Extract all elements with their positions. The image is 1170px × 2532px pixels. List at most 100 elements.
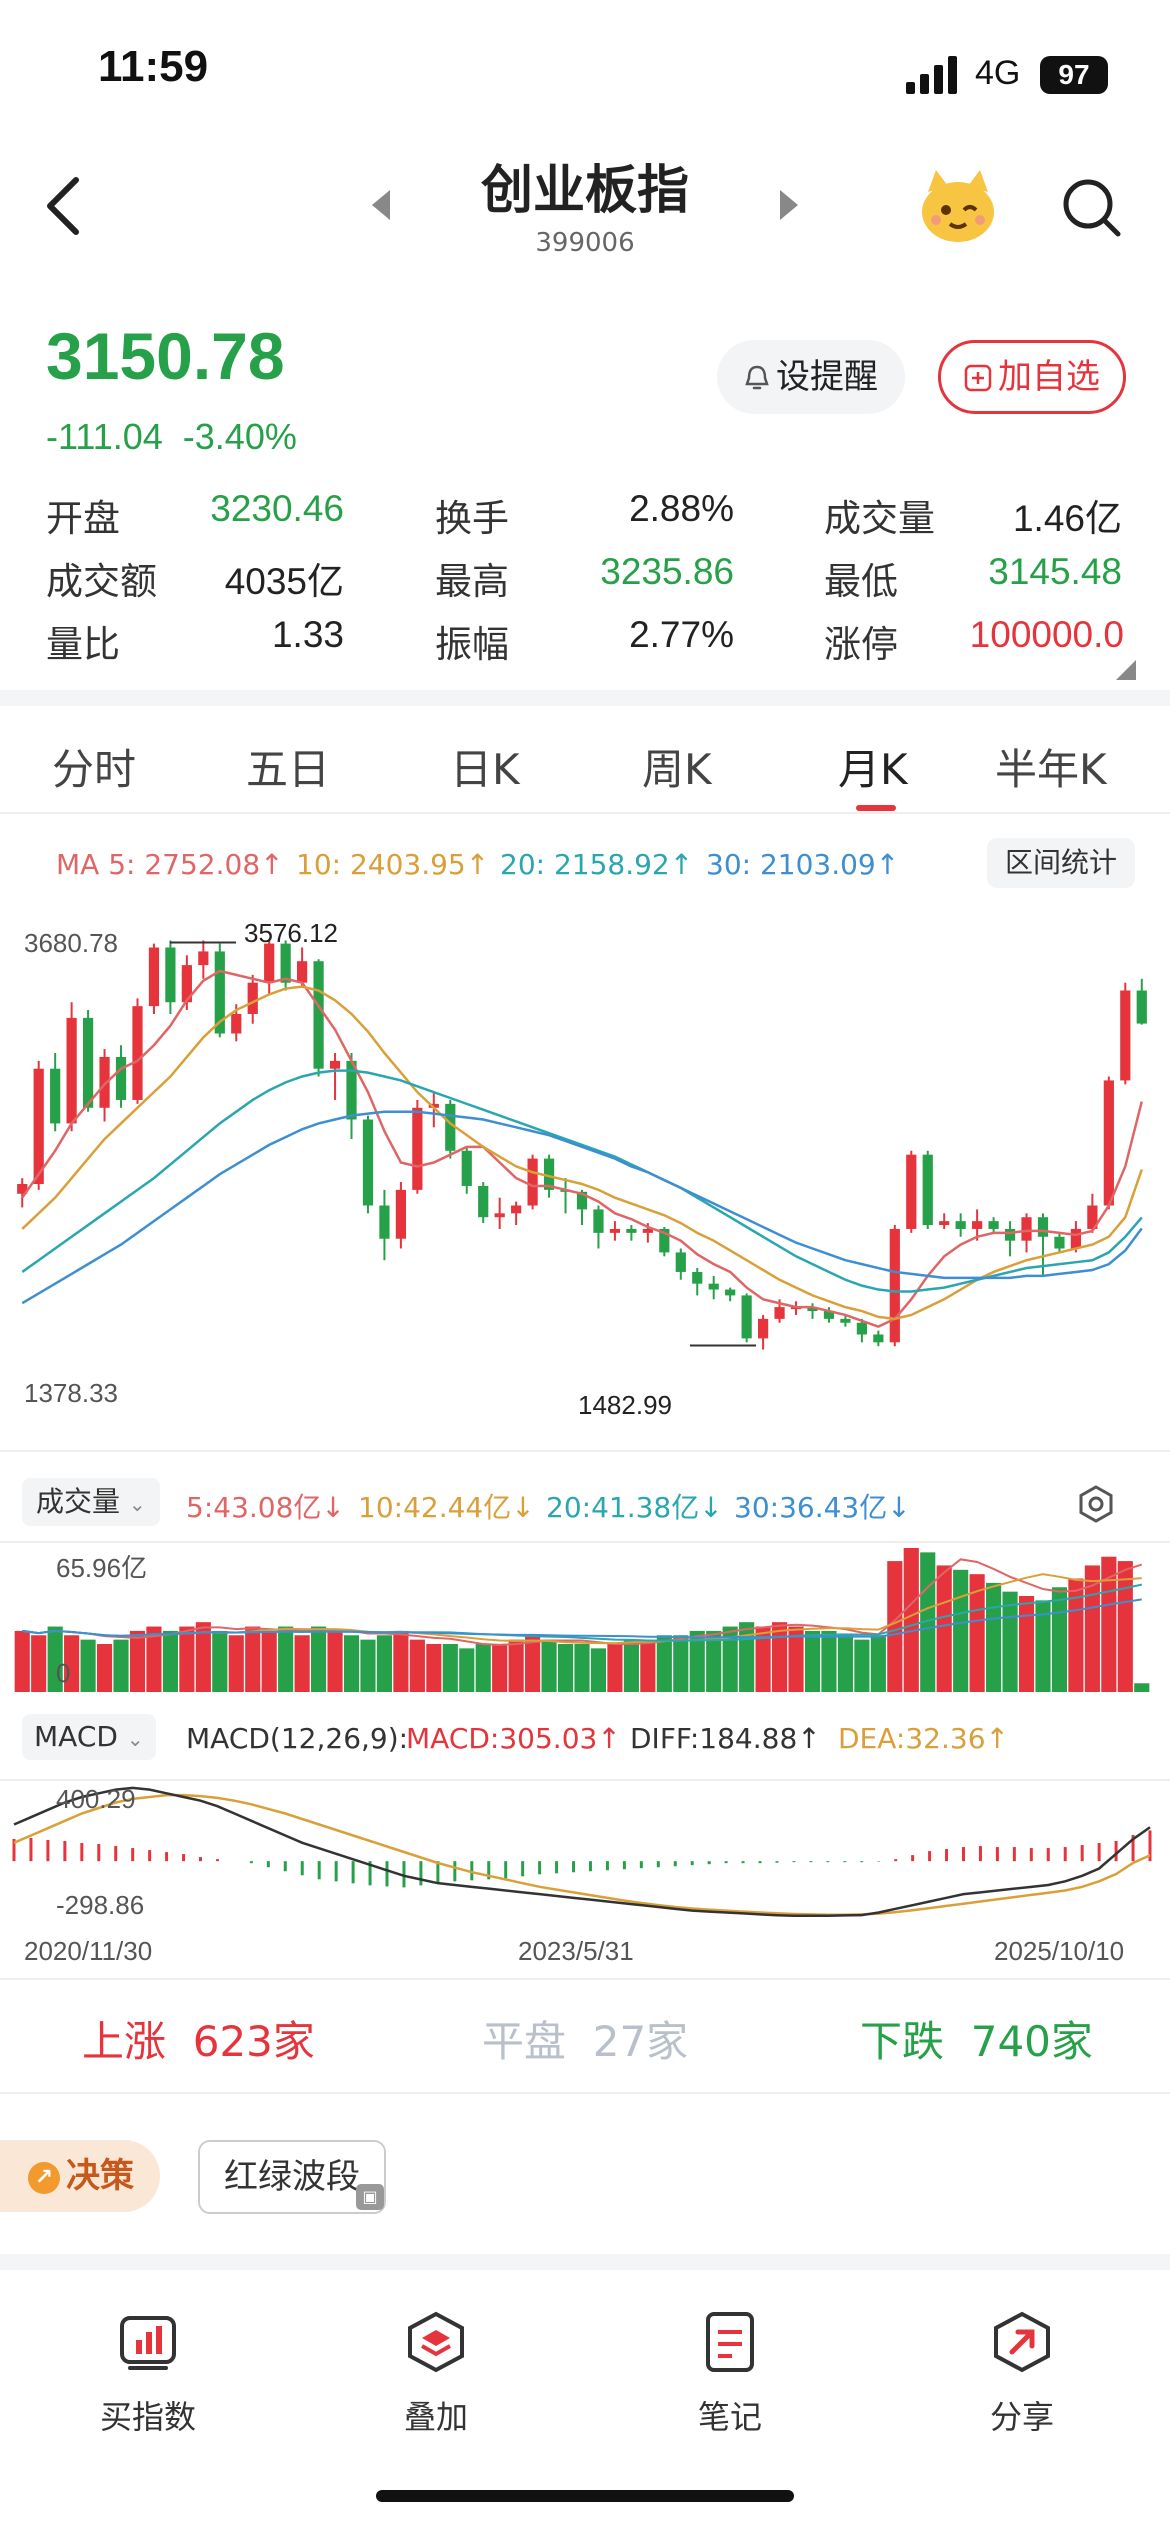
tab-weekly-k[interactable]: 周K <box>642 745 712 794</box>
candle <box>807 1303 818 1319</box>
nav-note[interactable]: 笔记 <box>697 2398 762 2436</box>
stock-code: 399006 <box>535 228 635 258</box>
overlay-icon[interactable] <box>404 2310 468 2374</box>
macd-chart[interactable] <box>0 1778 1170 1924</box>
volume-bar <box>179 1626 195 1692</box>
candle <box>148 943 160 1014</box>
share-icon[interactable] <box>990 2310 1054 2374</box>
tab-half-year-k[interactable]: 半年K <box>995 745 1107 794</box>
candle <box>955 1213 966 1237</box>
stat-value: 4035亿 <box>224 561 344 602</box>
volume-bar <box>113 1639 129 1692</box>
low-marker-label: 1482.99 <box>578 1390 672 1420</box>
candlestick-chart[interactable] <box>0 910 1170 1430</box>
candle <box>297 947 308 987</box>
volume-bar <box>278 1626 294 1692</box>
nav-overlay[interactable]: 叠加 <box>403 2398 468 2436</box>
volume-bar <box>80 1639 96 1692</box>
volume-bar <box>903 1548 919 1692</box>
volume-chart[interactable] <box>0 1540 1170 1692</box>
candle <box>329 1053 341 1100</box>
dea-line <box>13 1793 1151 1916</box>
volume-bar <box>129 1630 146 1692</box>
back-icon[interactable] <box>44 176 84 236</box>
stat-label: 振幅 <box>435 623 509 666</box>
candle <box>889 1225 900 1347</box>
candle <box>461 1146 472 1194</box>
chevron-down-icon: ⌄ <box>128 1492 146 1516</box>
volume-bar <box>14 1630 30 1692</box>
section-divider <box>0 2092 1170 2094</box>
volume-bar <box>640 1639 656 1692</box>
set-alert-button[interactable]: 设提醒 <box>717 340 905 414</box>
tab-five-day[interactable]: 五日 <box>246 745 331 794</box>
volume-bar <box>311 1626 327 1692</box>
decliners[interactable]: 下跌 740家 <box>860 2008 1093 2069</box>
volume-bar <box>936 1565 952 1692</box>
expand-corner-icon[interactable] <box>1116 660 1136 680</box>
candle <box>609 1221 621 1241</box>
volume-bar <box>343 1635 360 1692</box>
candle <box>33 1060 44 1190</box>
add-watchlist-label: 加自选 <box>998 357 1100 397</box>
volume-bar <box>64 1635 80 1692</box>
section-divider <box>0 1978 1170 1980</box>
ma30-line <box>21 1110 1143 1305</box>
advancers[interactable]: 上涨 623家 <box>82 2008 315 2069</box>
candle <box>1136 978 1147 1025</box>
note-icon[interactable] <box>698 2310 762 2374</box>
macd-selector[interactable]: MACD ⌄ <box>22 1714 156 1760</box>
buy-index-icon[interactable] <box>116 2310 180 2374</box>
tab-intraday[interactable]: 分时 <box>52 745 137 794</box>
decliners-label: 下跌 <box>860 2017 945 2066</box>
decision-button[interactable]: ↗ 决策 <box>0 2140 160 2212</box>
nav-share[interactable]: 分享 <box>989 2398 1054 2436</box>
volume-bar <box>969 1574 985 1692</box>
nav-buy-index[interactable]: 买指数 <box>99 2398 196 2436</box>
volume-bar <box>771 1622 788 1692</box>
volume-bar <box>821 1630 837 1692</box>
volume-bar <box>1018 1596 1035 1692</box>
volume-bar <box>920 1552 936 1692</box>
range-stats-button[interactable]: 区间统计 <box>987 838 1135 888</box>
candle <box>988 1217 999 1233</box>
signal-icon <box>906 56 957 94</box>
search-icon[interactable] <box>1060 176 1124 240</box>
volume-selector[interactable]: 成交量 ⌄ <box>22 1478 160 1526</box>
ma30-legend: 30: 2103.09↑ <box>706 848 900 881</box>
decision-label: 决策 <box>66 2156 134 2196</box>
section-divider <box>0 690 1170 706</box>
candle <box>115 1045 127 1108</box>
prev-stock-icon[interactable] <box>370 190 394 220</box>
stat-value: 2.88% <box>629 488 734 529</box>
volume-bar <box>261 1630 277 1692</box>
tab-monthly-k[interactable]: 月K <box>838 745 908 794</box>
candle <box>626 1225 637 1241</box>
next-stock-icon[interactable] <box>776 190 800 220</box>
unchanged[interactable]: 平盘 27家 <box>482 2008 688 2069</box>
stat-label: 最高 <box>435 560 509 603</box>
stat-label: 换手 <box>435 497 509 540</box>
add-watchlist-button[interactable]: 加自选 <box>938 340 1126 414</box>
volume-bar <box>656 1635 672 1692</box>
macd-min-label: -298.86 <box>56 1890 145 1920</box>
ma20-legend: 20: 2158.92↑ <box>500 848 694 881</box>
stat-label: 最低 <box>824 560 898 603</box>
diff-line <box>13 1786 1151 1918</box>
mascot-icon[interactable] <box>918 168 998 244</box>
stat-value: 3230.46 <box>210 488 344 529</box>
volume-bar <box>1051 1587 1068 1692</box>
stat-value: 3145.48 <box>988 551 1122 592</box>
candle <box>675 1248 686 1280</box>
settings-icon[interactable] <box>1076 1484 1116 1524</box>
candle <box>560 1178 571 1214</box>
stat-value: 100000.0 <box>969 614 1124 655</box>
tab-daily-k[interactable]: 日K <box>450 745 520 794</box>
candle <box>840 1314 851 1327</box>
volume-bar <box>475 1644 491 1692</box>
volume-bar <box>492 1644 508 1692</box>
candle <box>576 1189 588 1226</box>
red-green-band-button[interactable]: 红绿波段 <box>198 2140 386 2214</box>
stat-label: 量比 <box>46 623 120 666</box>
candle <box>66 1002 77 1132</box>
